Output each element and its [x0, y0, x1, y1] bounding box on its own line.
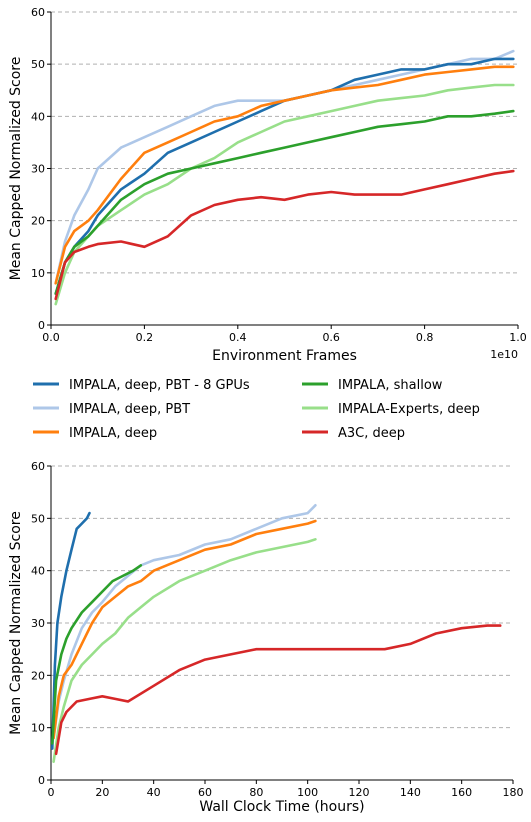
x-tick-label: 160 — [451, 786, 472, 799]
y-tick-label: 60 — [31, 460, 45, 473]
legend-label: IMPALA-Experts, deep — [338, 402, 480, 417]
series-line-impala-deep-pbt — [54, 49, 515, 285]
x-tick-label: 40 — [147, 786, 161, 799]
x-tick-label: 0.0 — [42, 331, 60, 344]
y-tick-label: 10 — [31, 267, 45, 280]
y-tick-label: 50 — [31, 58, 45, 71]
x-tick-label: 0 — [48, 786, 55, 799]
x-tick-label: 20 — [95, 786, 109, 799]
series-line-impala-deep — [54, 65, 515, 285]
legend-label: IMPALA, deep, PBT - 8 GPUs — [69, 378, 250, 393]
x-axis-title: Environment Frames — [212, 348, 357, 364]
y-tick-label: 40 — [31, 565, 45, 578]
series-line-impala-deep — [52, 519, 317, 740]
x-tick-label: 1.0 — [509, 331, 527, 344]
legend-label: IMPALA, deep — [69, 426, 157, 441]
y-tick-label: 20 — [31, 215, 45, 228]
y-tick-label: 10 — [31, 722, 45, 735]
series-line-impala-experts-deep — [52, 538, 317, 763]
x-tick-label: 0.4 — [229, 331, 247, 344]
legend: IMPALA, deep, PBT - 8 GPUs IMPALA, shallo… — [33, 378, 480, 441]
x-tick-label: 60 — [198, 786, 212, 799]
x-tick-label: 0.2 — [136, 331, 154, 344]
x-tick-label: 80 — [249, 786, 263, 799]
x-axis-title: Wall Clock Time (hours) — [199, 799, 364, 815]
series-line-impala-shallow — [54, 109, 515, 295]
y-tick-label: 20 — [31, 669, 45, 682]
plot-wall-clock-time: 0 10 20 30 40 50 60 0 20 40 60 80 100 120 140 160 180 Wal… — [8, 460, 524, 815]
y-axis-title: Mean Capped Normalized Score — [8, 57, 24, 281]
series-line-impala-deep-pbt-8-gpus — [54, 57, 515, 295]
series-line-impala-shallow — [51, 564, 143, 745]
y-tick-label: 0 — [38, 774, 45, 787]
x-tick-label: 0.8 — [416, 331, 434, 344]
series-line-a3c-deep — [54, 624, 502, 756]
x-offset-label: 1e10 — [490, 348, 518, 361]
y-tick-label: 40 — [31, 110, 45, 123]
y-axis-title: Mean Capped Normalized Score — [8, 511, 24, 735]
legend-label: IMPALA, deep, PBT — [69, 402, 190, 417]
y-tick-label: 0 — [38, 319, 45, 332]
series-line-impala-deep-pbt-8-gpus — [51, 511, 91, 750]
x-tick-label: 140 — [400, 786, 421, 799]
y-tick-label: 50 — [31, 512, 45, 525]
legend-label: IMPALA, shallow — [338, 378, 443, 393]
series-line-a3c-deep — [54, 169, 515, 301]
x-tick-label: 0.6 — [322, 331, 340, 344]
y-tick-label: 60 — [31, 6, 45, 19]
y-tick-label: 30 — [31, 163, 45, 176]
x-tick-label: 120 — [349, 786, 370, 799]
legend-label: A3C, deep — [338, 426, 405, 441]
x-tick-label: 100 — [297, 786, 318, 799]
x-tick-label: 180 — [503, 786, 524, 799]
plot-environment-frames: 0 10 20 30 40 50 60 0.0 0.2 0.4 0.6 0.8 1.0 Environme… — [8, 6, 527, 364]
y-tick-label: 30 — [31, 617, 45, 630]
